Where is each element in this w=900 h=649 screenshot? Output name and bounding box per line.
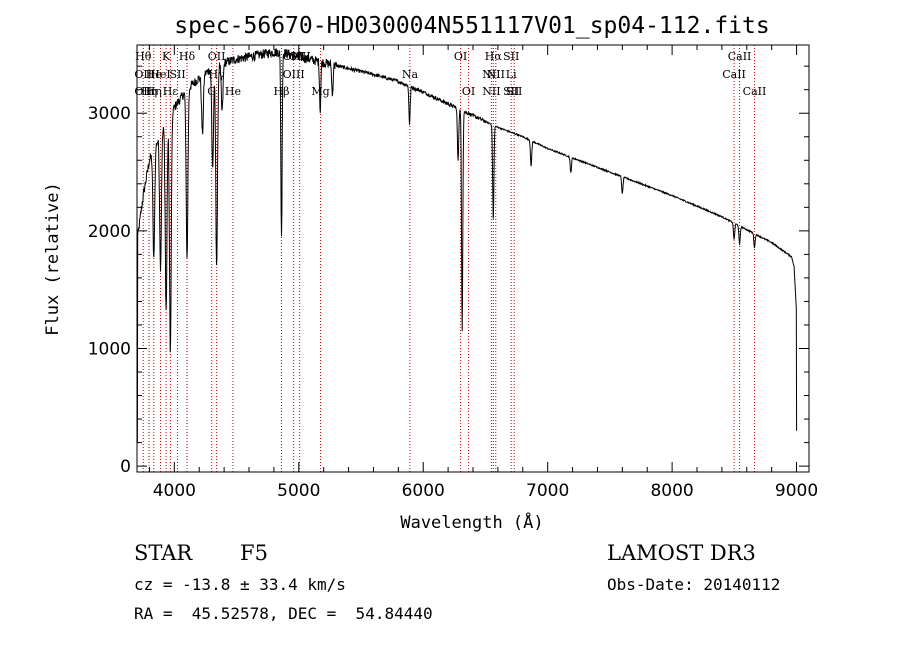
ra-dec: RA = 45.52578, DEC = 54.84440 xyxy=(134,604,433,623)
x-tick-label: 7000 xyxy=(526,481,569,501)
spectral-line-label: CaII xyxy=(743,85,767,98)
redshift-cz: cz = -13.8 ± 33.4 km/s xyxy=(134,575,346,594)
spectral-line-label: Hδ xyxy=(179,50,196,63)
spectral-line-label: OI xyxy=(462,85,475,98)
spectral-line-label: OIII xyxy=(283,50,305,63)
y-tick-label: 3000 xyxy=(88,104,131,124)
spectral-line-label: SII xyxy=(506,85,522,98)
spectral-subclass: F5 xyxy=(240,541,268,565)
spectrum-series xyxy=(136,48,798,444)
spectral-line-label: CaII xyxy=(722,68,746,81)
spectral-line-label: OIII xyxy=(283,68,305,81)
x-tick-label: 4000 xyxy=(153,481,196,501)
spectral-line-label: Hγ xyxy=(209,68,226,81)
spectral-line-label: SII xyxy=(169,68,185,81)
spectral-line-label: Hη xyxy=(141,85,157,98)
spectral-line-label: SII xyxy=(503,85,519,98)
spectral-line-label: OI xyxy=(454,50,467,63)
spectral-line-label: K xyxy=(162,50,171,63)
spectral-line-label: Hε xyxy=(163,85,179,98)
spectral-line-label: OII xyxy=(134,68,152,81)
spectral-line-label: OIII xyxy=(289,50,311,63)
spectral-line-label: NII xyxy=(482,68,500,81)
spectral-line-label: NII xyxy=(482,85,500,98)
spectral-line-label: Hη xyxy=(146,85,162,98)
spectral-line-label: Hα xyxy=(485,50,503,63)
object-type: STAR xyxy=(134,541,193,565)
x-axis-ticks: 4000 5000 6000 7000 8000 9000 xyxy=(148,45,818,501)
x-axis-label: Wavelength (Å) xyxy=(400,511,543,533)
spectral-line-label: Hθ xyxy=(135,50,152,63)
spectral-line-label: He xyxy=(225,85,241,98)
spectral-line-label: NII xyxy=(487,68,505,81)
x-tick-label: 8000 xyxy=(650,481,693,501)
chart-title: spec-56670-HD030004N551117V01_sp04-112.f… xyxy=(174,13,769,39)
axes xyxy=(136,44,810,473)
x-tick-label: 6000 xyxy=(402,481,445,501)
spectral-line-label: SII xyxy=(503,50,519,63)
spectral-line-label: OII xyxy=(134,85,152,98)
y-tick-label: 1000 xyxy=(88,339,131,359)
spectral-line-label: He xyxy=(146,68,162,81)
y-axis-ticks: 0 1000 2000 3000 xyxy=(88,65,809,477)
y-axis-label: Flux (relative) xyxy=(43,182,63,336)
spectral-line-label: Mg xyxy=(311,85,329,98)
spectral-line-label: Hβ xyxy=(274,85,290,98)
y-tick-label: 2000 xyxy=(88,222,131,242)
x-tick-label: 9000 xyxy=(775,481,818,501)
survey-name: LAMOST DR3 xyxy=(607,541,756,565)
observation-date: Obs-Date: 20140112 xyxy=(607,575,781,594)
spectral-line-markers xyxy=(142,45,755,472)
spectral-line-label: G xyxy=(207,85,216,98)
spectral-line-label: Li xyxy=(506,68,517,81)
y-tick-label: 0 xyxy=(120,457,131,477)
spectral-line-label: Na xyxy=(402,68,419,81)
plot-frame xyxy=(136,44,810,473)
x-tick-label: 5000 xyxy=(277,481,320,501)
spectral-line-label: CaII xyxy=(728,50,752,63)
spectral-line-label: HeI xyxy=(150,68,170,81)
spectrum-line xyxy=(136,48,798,444)
spectral-line-label: OII xyxy=(208,50,226,63)
